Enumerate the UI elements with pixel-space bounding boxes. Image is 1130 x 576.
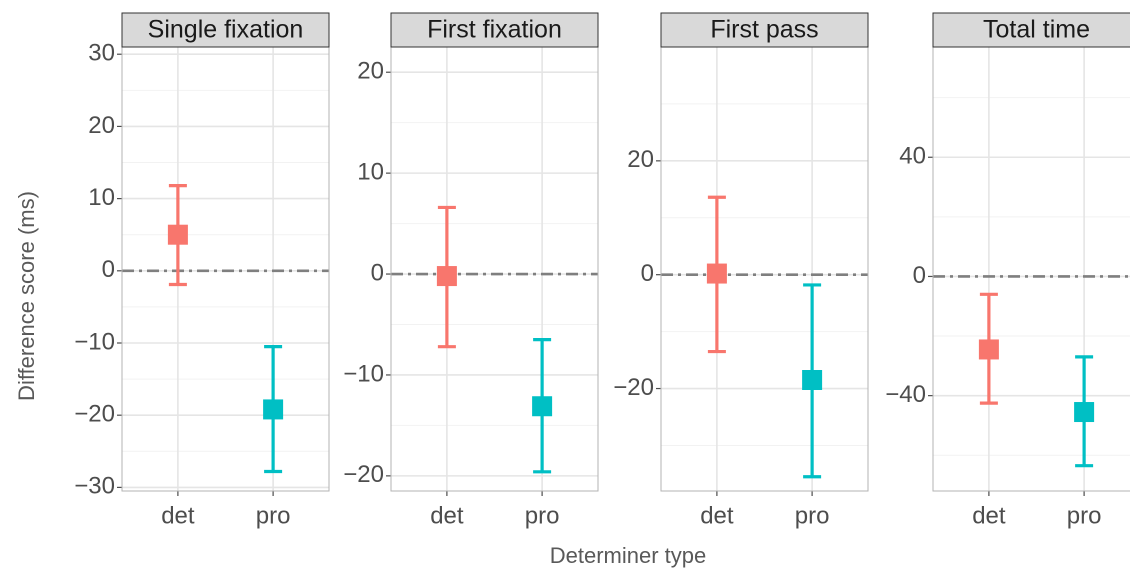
errorbar-det bbox=[167, 184, 188, 287]
x-tick-label: det bbox=[972, 502, 1006, 529]
panel-background bbox=[933, 47, 1130, 491]
panel-background bbox=[122, 47, 329, 491]
y-tick-label: 0 bbox=[913, 262, 926, 289]
y-tick-label: 40 bbox=[899, 143, 926, 170]
x-tick-label: det bbox=[430, 502, 464, 529]
mean-point-det bbox=[978, 339, 999, 360]
y-tick-label: 30 bbox=[88, 40, 115, 67]
facet-panel-1: 30 20 10 0 −10 −20 −30 det pro Single fixation bbox=[74, 12, 330, 529]
mean-point-det bbox=[706, 263, 727, 284]
x-tick-label: pro bbox=[525, 502, 560, 529]
x-axis-title: Determiner type bbox=[550, 543, 707, 568]
y-tick-label: −20 bbox=[343, 461, 384, 488]
y-tick-label: −30 bbox=[74, 473, 115, 500]
facet-strip bbox=[932, 12, 1130, 48]
facet-strip-title: Total time bbox=[983, 16, 1090, 44]
y-tick-label: −10 bbox=[343, 360, 384, 387]
x-tick-label: pro bbox=[256, 502, 291, 529]
errorbar-pro bbox=[1074, 355, 1095, 468]
errorbar-pro bbox=[802, 283, 823, 479]
errorbar-det bbox=[978, 292, 999, 405]
facet-panel-2: 20 10 0 −10 −20 det pro First fixation bbox=[343, 12, 599, 529]
facet-strip-title: Single fixation bbox=[148, 16, 304, 44]
facet-strip bbox=[121, 12, 330, 48]
y-axis-title: Difference score (ms) bbox=[14, 191, 39, 401]
x-tick-label: det bbox=[700, 502, 734, 529]
facet-strip-title: First pass bbox=[710, 16, 818, 44]
y-tick-label: −40 bbox=[885, 381, 926, 408]
y-tick-label: −20 bbox=[613, 374, 654, 401]
y-tick-label: −20 bbox=[74, 401, 115, 428]
y-tick-label: 0 bbox=[371, 259, 384, 286]
y-tick-label: 20 bbox=[357, 58, 384, 85]
mean-point-pro bbox=[802, 370, 823, 390]
mean-point-pro bbox=[1074, 402, 1095, 423]
x-tick-label: pro bbox=[795, 502, 830, 529]
facet-strip bbox=[390, 12, 599, 48]
mean-point-det bbox=[167, 224, 188, 245]
y-tick-label: 0 bbox=[641, 260, 654, 287]
y-tick-label: 0 bbox=[102, 256, 115, 283]
mean-point-pro bbox=[532, 396, 553, 417]
panel-background bbox=[391, 47, 598, 491]
y-tick-label: 20 bbox=[88, 112, 115, 139]
facet-panel-4: 40 0 −40 det pro Total time bbox=[885, 12, 1130, 529]
mean-point-pro bbox=[263, 399, 284, 420]
y-tick-label: 10 bbox=[88, 184, 115, 211]
facet-strip bbox=[660, 12, 869, 48]
y-tick-label: 20 bbox=[627, 146, 654, 173]
y-tick-label: −10 bbox=[74, 328, 115, 355]
errorbar-det bbox=[706, 195, 727, 354]
y-tick-label: 10 bbox=[357, 158, 384, 185]
x-tick-label: det bbox=[161, 502, 195, 529]
panel-background bbox=[661, 47, 868, 491]
mean-point-det bbox=[436, 266, 457, 287]
facet-strip-title: First fixation bbox=[427, 16, 562, 44]
facet-panels: 30 20 10 0 −10 −20 −30 det pro Single fixation 20 1… bbox=[74, 12, 1130, 529]
errorbar-det bbox=[436, 205, 457, 349]
errorbar-pro bbox=[263, 345, 284, 474]
facet-panel-3: 20 0 −20 det pro First pass bbox=[613, 12, 869, 529]
errorbar-pro bbox=[532, 338, 553, 474]
x-tick-label: pro bbox=[1067, 502, 1102, 529]
